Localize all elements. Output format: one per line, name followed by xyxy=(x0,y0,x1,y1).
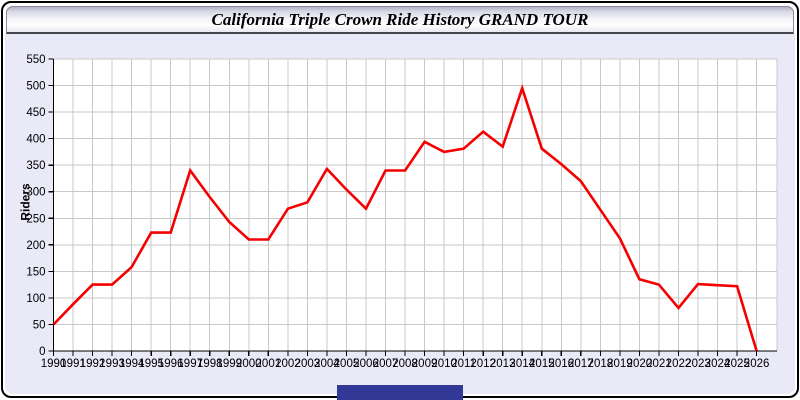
chart-title: California Triple Crown Ride History GRA… xyxy=(211,10,589,29)
title-bar: California Triple Crown Ride History GRA… xyxy=(6,6,794,34)
chart-panel xyxy=(5,34,795,394)
bottom-navy-bar xyxy=(337,385,463,400)
y-axis-title: Riders xyxy=(18,183,33,221)
